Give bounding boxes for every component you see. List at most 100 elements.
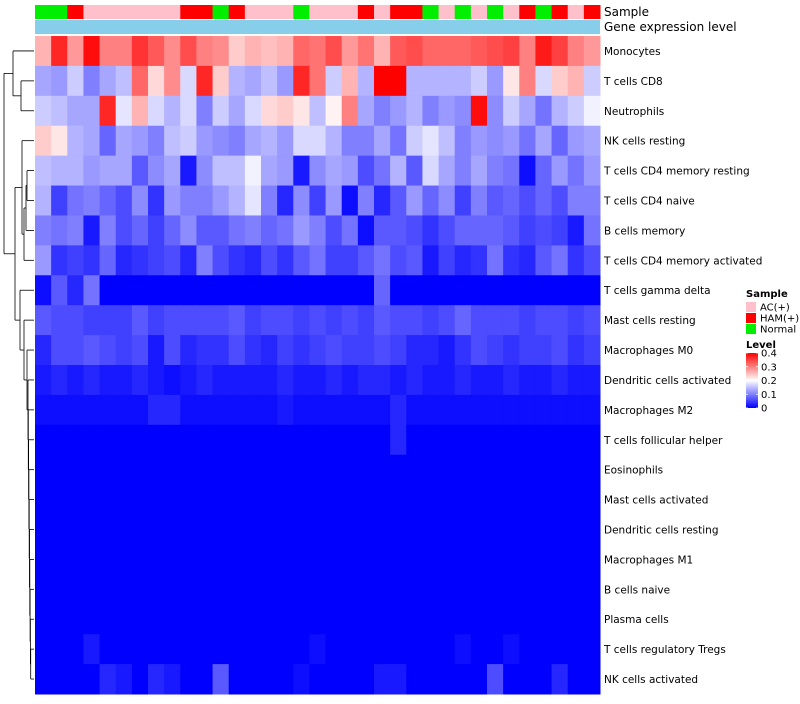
heatmap-cell <box>244 454 262 486</box>
heatmap-cell <box>261 574 278 605</box>
heatmap-cell <box>277 185 294 216</box>
heatmap-cell <box>244 305 262 336</box>
heatmap-cell <box>35 215 52 246</box>
heatmap-cell <box>454 634 472 665</box>
heatmap-cell <box>567 604 585 635</box>
heatmap-cell <box>35 664 52 695</box>
heatmap-cell <box>99 664 117 695</box>
heatmap-cell <box>277 544 294 575</box>
heatmap-cell <box>180 125 197 157</box>
heatmap-cell <box>390 634 407 665</box>
heatmap-cell <box>277 65 294 97</box>
heatmap-cell <box>261 394 278 426</box>
heatmap-cell <box>35 36 52 67</box>
heatmap-cell <box>293 125 310 157</box>
heatmap-cell <box>67 335 84 366</box>
heatmap-cell <box>277 275 294 306</box>
sample-annotation-bar <box>35 5 601 19</box>
heatmap-cell <box>99 514 117 545</box>
legend-swatch <box>746 302 756 312</box>
heatmap-cell <box>83 65 101 97</box>
heatmap-cell <box>196 335 214 366</box>
heatmap-cell <box>567 125 585 157</box>
heatmap-cell <box>148 95 165 127</box>
heatmap-cell <box>567 365 585 396</box>
heatmap-cell <box>35 514 52 545</box>
heatmap-cell <box>487 424 504 456</box>
heatmap-cell <box>293 574 310 605</box>
heatmap-cell <box>357 424 375 456</box>
heatmap-cell <box>309 664 327 695</box>
heatmap-cell <box>131 544 149 575</box>
heatmap-cell <box>309 185 327 216</box>
heatmap-cell <box>341 574 359 605</box>
heatmap-cell <box>99 155 117 187</box>
heatmap-cell <box>244 604 262 635</box>
heatmap-cell <box>309 65 327 97</box>
heatmap-cell <box>51 36 68 67</box>
heatmap-cell <box>422 305 440 336</box>
heatmap-cell <box>293 155 310 187</box>
heatmap-cell <box>83 185 101 216</box>
heatmap-cell <box>535 95 553 127</box>
heatmap-cell <box>454 335 472 366</box>
heatmap-cell <box>374 36 391 67</box>
heatmap-cell <box>374 664 391 695</box>
heatmap-cell <box>583 95 601 127</box>
heatmap-cell <box>277 604 294 635</box>
heatmap-cell <box>164 544 181 575</box>
heatmap-cell <box>244 215 262 246</box>
heatmap-cell <box>535 215 553 246</box>
heatmap-cell <box>196 365 214 396</box>
heatmap-cell <box>212 185 230 216</box>
heatmap-cell <box>67 394 84 426</box>
heatmap-cell <box>131 215 149 246</box>
heatmap-cell <box>115 604 133 635</box>
heatmap-cell <box>470 36 488 67</box>
heatmap-cell <box>131 185 149 216</box>
heatmap-cell <box>212 65 230 97</box>
heatmap-cell <box>583 574 601 605</box>
heatmap-cell <box>583 245 601 276</box>
heatmap-cell <box>164 574 181 605</box>
heatmap-cell <box>131 65 149 97</box>
heatmap-cell <box>535 424 553 456</box>
heatmap-cell <box>293 544 310 575</box>
heatmap-cell <box>438 95 456 127</box>
heatmap-cell <box>503 95 520 127</box>
sample-bar-cell <box>470 5 488 19</box>
heatmap-cell <box>438 365 456 396</box>
heatmap-cell <box>519 424 536 456</box>
heatmap-cell <box>228 664 246 695</box>
heatmap-cell <box>341 305 359 336</box>
heatmap-cell <box>390 454 407 486</box>
heatmap-cell <box>244 155 262 187</box>
heatmap-cell <box>148 484 165 516</box>
sample-bar-cell <box>51 5 68 19</box>
heatmap-cell <box>212 604 230 635</box>
heatmap-cell <box>115 365 133 396</box>
heatmap-cell <box>309 125 327 157</box>
row-label: Mast cells activated <box>604 495 708 507</box>
heatmap-cell <box>438 65 456 97</box>
heatmap-cell <box>519 544 536 575</box>
heatmap-cell <box>99 305 117 336</box>
heatmap-cell <box>422 454 440 486</box>
sample-bar-cell <box>357 5 375 19</box>
heatmap-cell <box>535 604 553 635</box>
heatmap-cell <box>487 215 504 246</box>
heatmap-cell <box>164 245 181 276</box>
heatmap-cell <box>277 365 294 396</box>
heatmap-cell <box>67 365 84 396</box>
heatmap-cell <box>67 574 84 605</box>
heatmap-cell <box>519 454 536 486</box>
heatmap-cell <box>131 484 149 516</box>
heatmap-cell <box>99 335 117 366</box>
heatmap-cell <box>325 484 343 516</box>
heatmap-cell <box>519 514 536 545</box>
heatmap-cell <box>454 424 472 456</box>
heatmap-cell <box>583 634 601 665</box>
heatmap-cell <box>164 215 181 246</box>
row-label: B cells naive <box>604 584 670 596</box>
heatmap-cell <box>454 365 472 396</box>
